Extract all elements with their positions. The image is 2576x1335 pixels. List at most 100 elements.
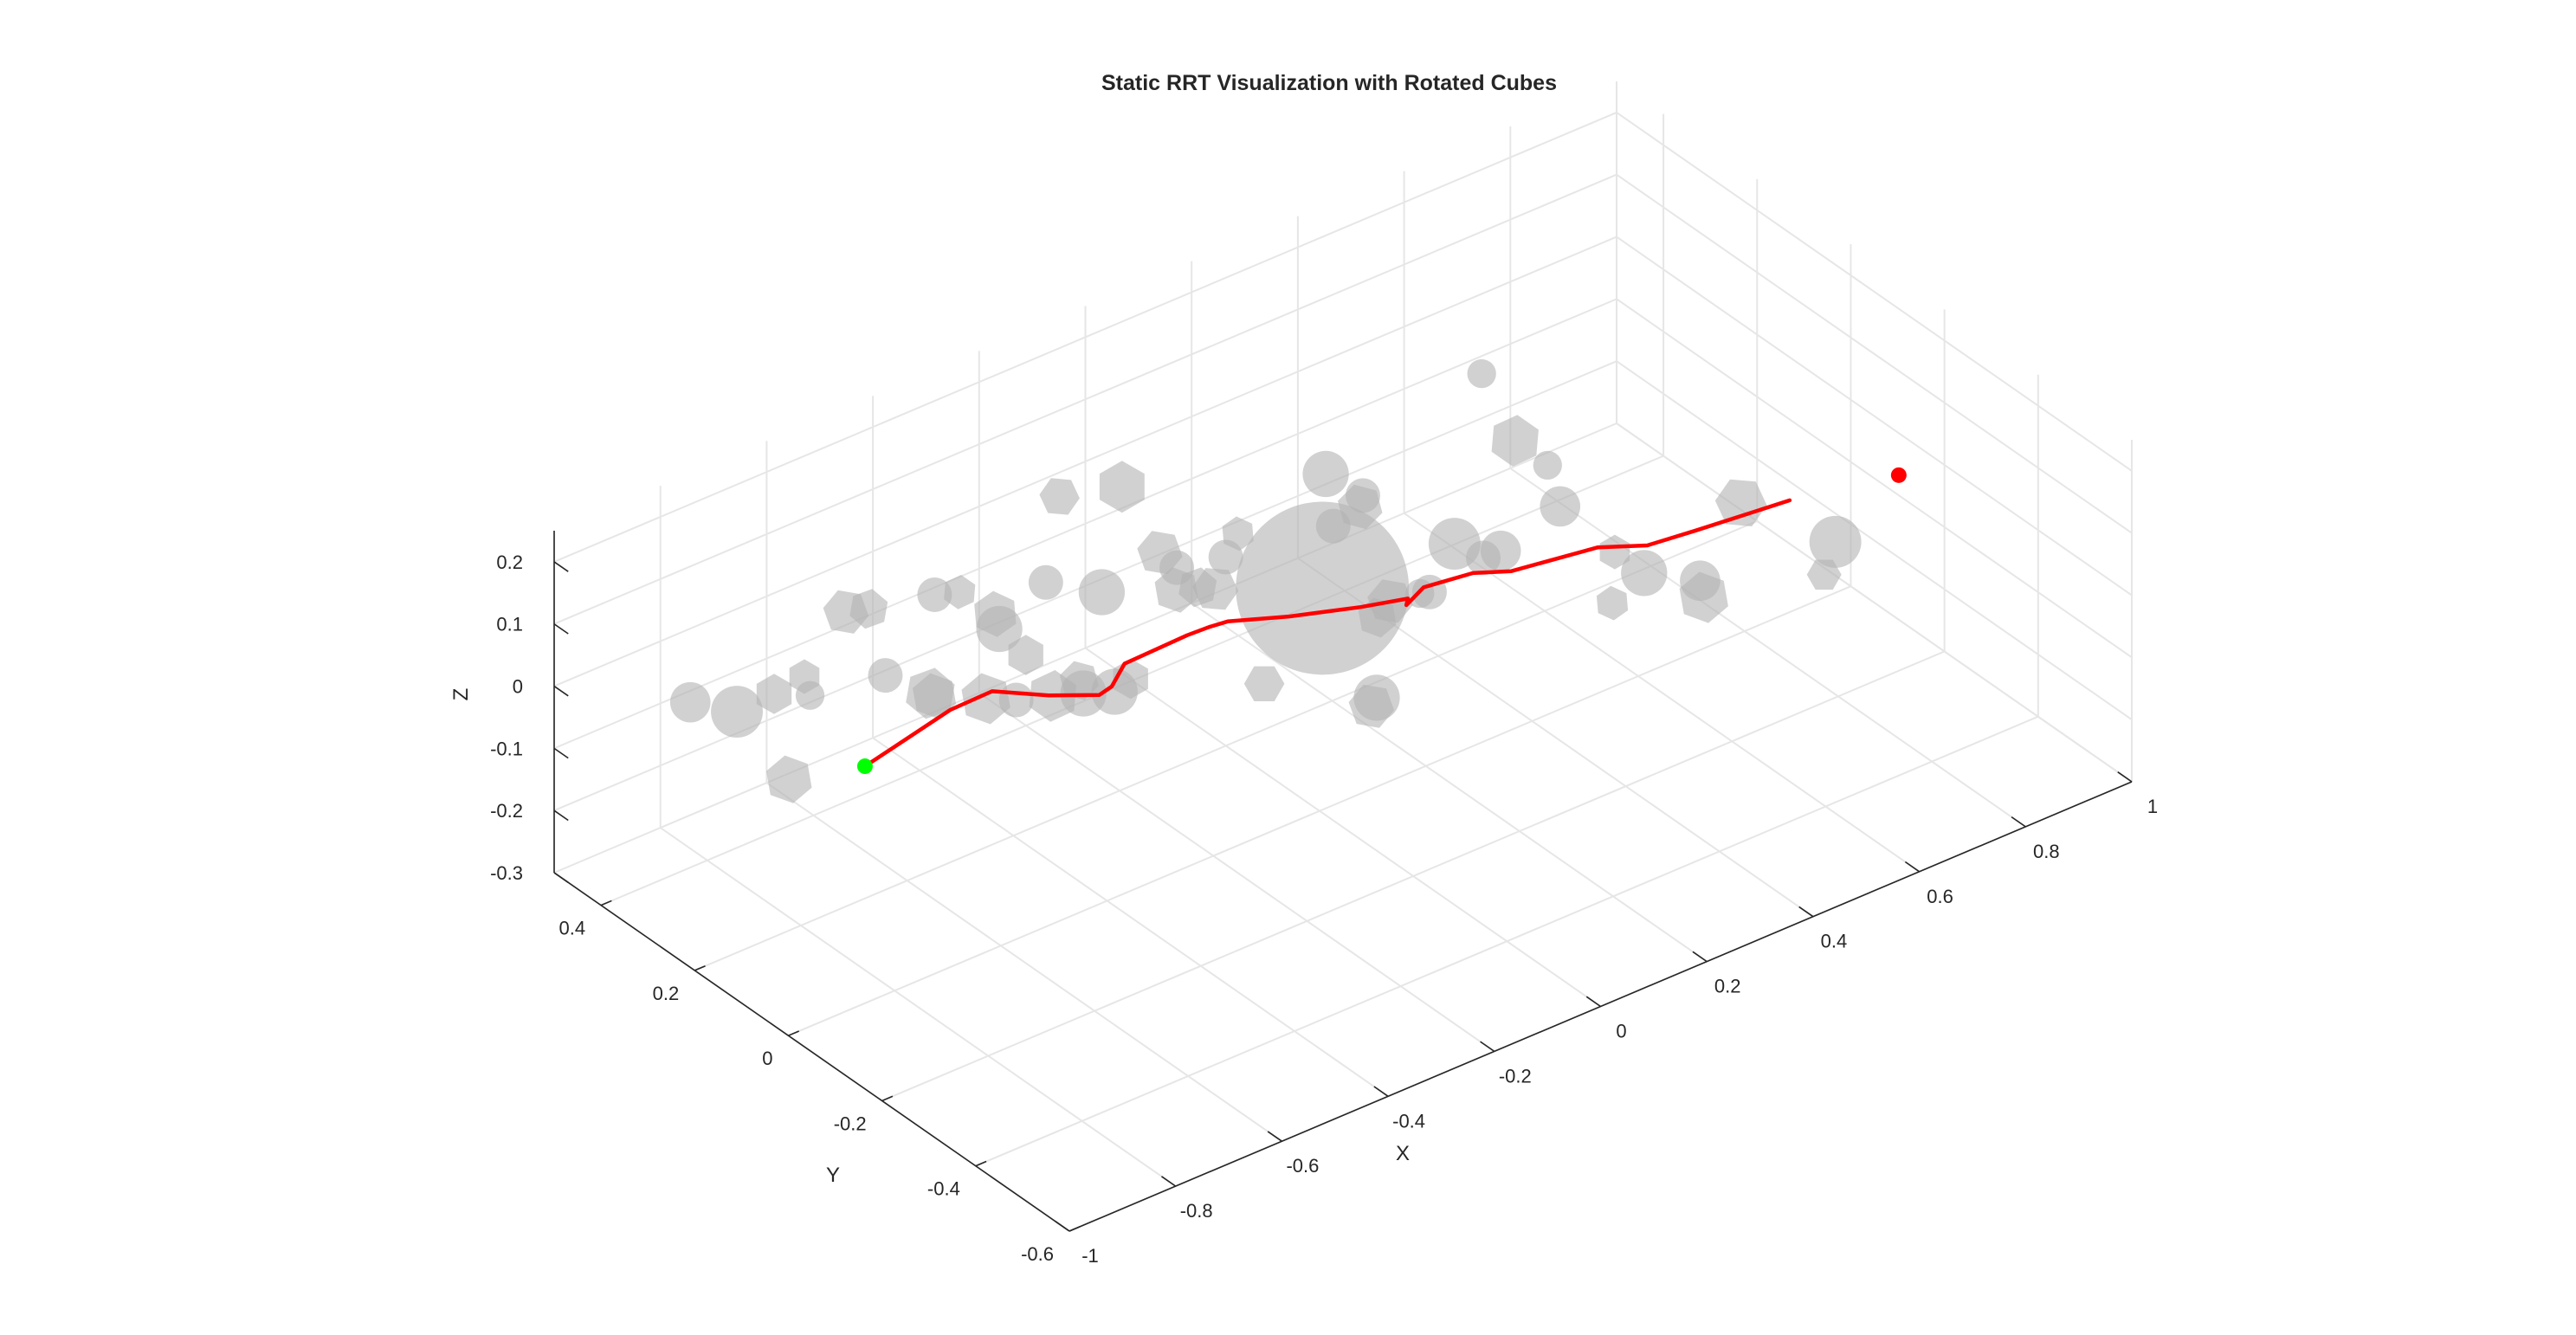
cube-obstacle: [1596, 585, 1629, 621]
x-tick-label: -1: [1081, 1245, 1099, 1267]
z-axis-label: Z: [449, 688, 473, 701]
sphere-obstacle: [1078, 569, 1126, 616]
y-tick-label: -0.2: [834, 1112, 867, 1134]
cube-obstacle: [849, 589, 888, 629]
x-tick-label: -0.6: [1286, 1155, 1319, 1177]
sphere-obstacle: [1621, 550, 1668, 597]
cube-obstacle: [1599, 534, 1630, 570]
y-tick-label: 0: [762, 1048, 772, 1069]
x-tick-label: -0.2: [1499, 1065, 1532, 1087]
cube-obstacle: [944, 575, 976, 609]
y-tick-label: 0.4: [558, 918, 585, 939]
cube-obstacle: [1491, 415, 1539, 467]
z-tick-mark: [553, 747, 569, 759]
sphere-obstacle: [1467, 358, 1496, 389]
x-tick-mark: [1480, 1041, 1495, 1053]
cube-obstacle: [1806, 559, 1842, 590]
x-tick-mark: [2117, 771, 2133, 783]
y-tick-label: -0.4: [927, 1178, 960, 1200]
sphere-obstacle: [1540, 486, 1581, 527]
z-tick-label: 0: [513, 676, 523, 698]
y-gridline-floor: [975, 715, 2039, 1167]
z-tick-label: -0.2: [490, 800, 523, 822]
z-gridline-side: [1616, 298, 2133, 659]
sphere-obstacle: [795, 680, 825, 710]
x-tick-mark: [1161, 1176, 1177, 1187]
x-gridline-floor: [978, 692, 1495, 1053]
x-tick-mark: [2011, 816, 2026, 828]
x-tick-label: 0.4: [1821, 931, 1848, 952]
z-gridline-back: [553, 298, 1617, 750]
sphere-obstacle: [868, 658, 903, 693]
x-tick-label: 0.8: [2033, 841, 2060, 862]
marker-layer: [856, 467, 1907, 775]
x-gridline-floor: [1084, 647, 1602, 1008]
cube-obstacle: [1243, 666, 1285, 701]
grid-layer: [553, 81, 2133, 1232]
sphere-obstacle: [1028, 564, 1063, 600]
z-gridline-side: [1616, 173, 2133, 534]
z-gridline-back: [553, 111, 1617, 563]
z-tick-mark: [553, 685, 569, 697]
z-gridline-side: [1616, 422, 2133, 783]
sphere-obstacle: [1428, 518, 1481, 571]
z-gridline-side: [1616, 112, 2133, 472]
y-gridline-floor: [788, 585, 1851, 1037]
y-tick-label: -0.6: [1021, 1243, 1054, 1265]
y-tick-label: 0.2: [653, 983, 680, 1004]
chart-title: Static RRT Visualization with Rotated Cu…: [1101, 71, 1557, 95]
z-tick-label: -0.1: [490, 738, 523, 759]
rrt-path-line: [862, 498, 1792, 769]
sphere-obstacle: [1315, 508, 1351, 544]
x-tick-label: -0.4: [1392, 1110, 1425, 1132]
y-gridline-floor: [881, 650, 1946, 1102]
x-gridline-floor: [765, 782, 1282, 1143]
x-tick-label: -0.8: [1180, 1200, 1213, 1222]
x-tick-label: 0.6: [1927, 886, 1953, 907]
y-tick-mark: [881, 1095, 894, 1102]
cube-obstacle: [974, 590, 1017, 637]
x-axis-label: X: [1396, 1142, 1410, 1165]
cube-obstacle: [756, 674, 792, 714]
z-gridline-side: [1616, 360, 2133, 721]
x-tick-label: 0.2: [1714, 976, 1741, 997]
z-tick-mark: [553, 623, 569, 635]
z-tick-mark: [553, 561, 569, 572]
y-gridline-floor: [694, 519, 1758, 971]
cube-obstacle: [1714, 479, 1767, 526]
x-tick-mark: [1692, 951, 1708, 963]
x-gridline-floor: [1509, 468, 2026, 828]
z-tick-mark: [553, 872, 569, 883]
obstacle-layer: [669, 358, 1862, 803]
x-tick-mark: [1904, 861, 1921, 873]
sphere-obstacle: [1302, 450, 1349, 498]
z-gridline-back: [553, 173, 1617, 625]
y-axis-label: Y: [826, 1164, 840, 1187]
start-marker: [856, 758, 873, 775]
cube-obstacle: [1039, 478, 1080, 515]
cube-obstacle: [1192, 568, 1239, 610]
sphere-obstacle: [1809, 515, 1862, 568]
cube-obstacle: [766, 755, 812, 803]
sphere-obstacle: [711, 686, 764, 738]
sphere-obstacle: [1353, 674, 1400, 721]
z-gridline-back: [553, 422, 1617, 874]
x-tick-label: 1: [2147, 796, 2158, 817]
y-axis-line: [553, 872, 1070, 1232]
sphere-obstacle: [669, 681, 711, 723]
cube-obstacle: [1338, 484, 1383, 530]
x-tick-mark: [1267, 1131, 1282, 1142]
x-gridline-floor: [1191, 602, 1708, 963]
axes-layer: -1 -0.8 -0.6 -0.4 -0.2 0 0.2 0.4 0.6 0.8 1 -0.6 -0.4…: [490, 531, 2158, 1267]
y-tick-mark: [788, 1030, 800, 1036]
z-tick-label: 0.1: [496, 614, 523, 635]
z-gridline-side: [1616, 235, 2133, 597]
cube-obstacle: [906, 668, 955, 719]
y-tick-mark: [975, 1160, 987, 1167]
z-gridline-back: [553, 235, 1617, 687]
cube-obstacle: [1008, 635, 1043, 675]
x-tick-label: 0: [1616, 1021, 1626, 1042]
x-tick-mark: [1585, 996, 1601, 1008]
cube-obstacle: [1099, 461, 1145, 513]
